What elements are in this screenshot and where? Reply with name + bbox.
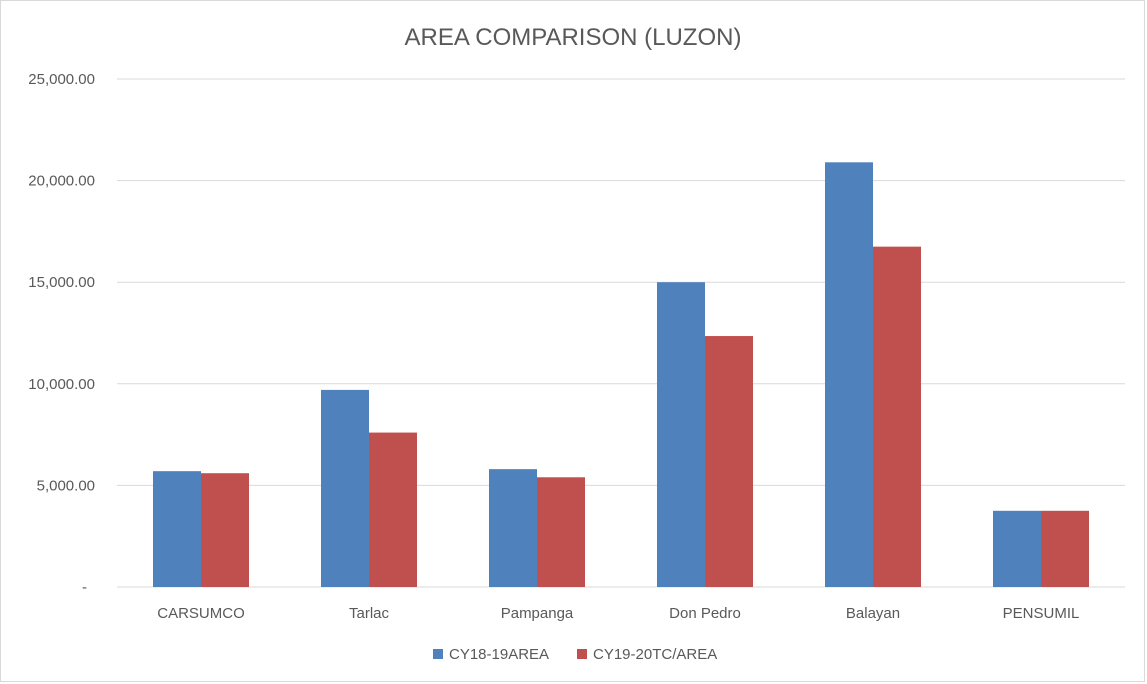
y-tick-label: 5,000.00 xyxy=(37,477,95,494)
bar-cy19-20-tc-area xyxy=(705,336,753,587)
bar-cy19-20-tc-area xyxy=(201,473,249,587)
bar-cy19-20-tc-area xyxy=(369,432,417,587)
bar-cy18-19-area xyxy=(993,510,1041,587)
bar-cy18-19-area xyxy=(321,389,369,587)
y-tick-label: 10,000.00 xyxy=(28,376,95,393)
gridlines xyxy=(117,78,1125,588)
bar-cy19-20-tc-area xyxy=(873,246,921,587)
y-axis-tick-labels: - 5,000.00 10,000.00 15,000.00 20,000.00 25,0… xyxy=(28,71,95,596)
y-tick-label: - xyxy=(82,579,87,596)
x-axis-tick-labels: CARSUMCO Tarlac Pampanga Don Pedro Balayan PE… xyxy=(157,605,1079,622)
bar-cy19-20-tc-area xyxy=(537,477,585,587)
y-tick-label: 25,000.00 xyxy=(28,71,95,88)
bars xyxy=(153,162,1089,587)
legend-swatch xyxy=(577,649,587,659)
legend-label: CY18-19AREA xyxy=(449,646,549,663)
bar-cy18-19-area xyxy=(657,282,705,587)
x-tick-label: CARSUMCO xyxy=(157,605,245,622)
legend-swatch xyxy=(433,649,443,659)
x-tick-label: Tarlac xyxy=(349,605,390,622)
legend-label: CY19-20TC/AREA xyxy=(593,646,717,663)
x-tick-label: Don Pedro xyxy=(669,605,741,622)
legend: CY18-19AREA CY19-20TC/AREA xyxy=(433,646,717,663)
y-tick-label: 20,000.00 xyxy=(28,173,95,190)
chart-title: AREA COMPARISON (LUZON) xyxy=(405,24,742,51)
x-tick-label: Balayan xyxy=(846,605,900,622)
bar-cy18-19-area xyxy=(153,471,201,587)
x-tick-label: PENSUMIL xyxy=(1003,605,1080,622)
y-tick-label: 15,000.00 xyxy=(28,274,95,291)
x-tick-label: Pampanga xyxy=(501,605,574,622)
bar-cy18-19-area xyxy=(825,162,873,587)
bar-cy19-20-tc-area xyxy=(1041,510,1089,587)
bar-cy18-19-area xyxy=(489,469,537,587)
